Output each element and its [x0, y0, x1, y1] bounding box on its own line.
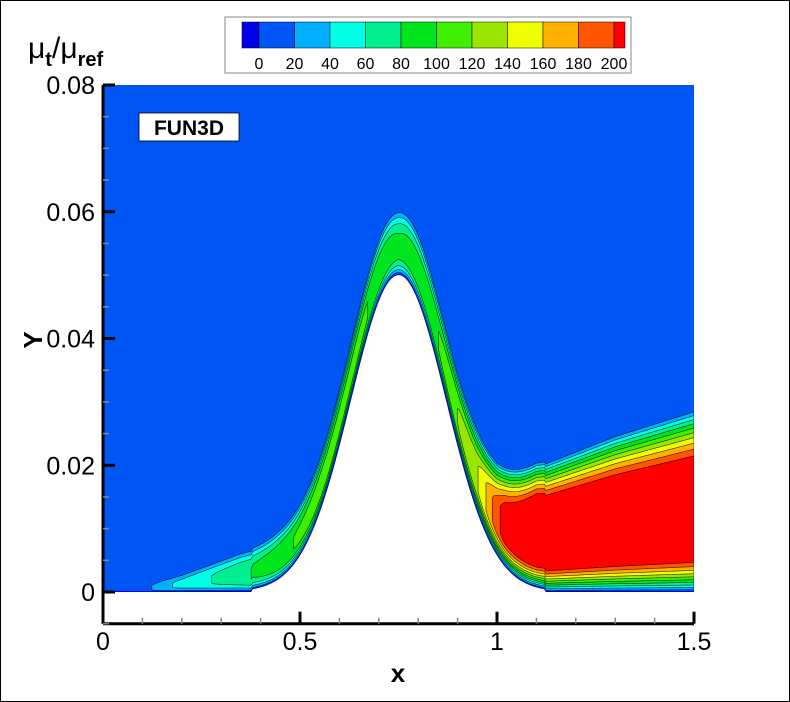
legend-swatch: [294, 21, 331, 49]
y-tick-label: 0: [81, 579, 95, 607]
colorbar-legend: 0 20 40 60 80 100 120 140 160 180 200: [224, 16, 632, 74]
legend-swatch: [507, 21, 544, 49]
legend-swatch: [436, 21, 473, 49]
legend-label: 0: [255, 56, 264, 73]
legend-label: 80: [392, 56, 410, 73]
y-tick-label: 0.04: [46, 326, 95, 354]
legend-label: 40: [321, 56, 339, 73]
contour-band-200: [499, 455, 694, 572]
legend-swatch: [241, 21, 260, 49]
legend-label: 60: [357, 56, 375, 73]
bump-geometry: [103, 275, 694, 624]
y-tick-label: 0.02: [46, 452, 95, 480]
legend-label: 120: [459, 56, 486, 73]
legend-swatch: [329, 21, 366, 49]
x-tick-label: 0: [96, 628, 110, 656]
legend-label: 160: [530, 56, 557, 73]
legend-label: 140: [494, 56, 521, 73]
legend-swatch: [542, 21, 579, 49]
legend-swatch: [365, 21, 402, 49]
legend-swatch: [471, 21, 508, 49]
legend-label: 180: [565, 56, 592, 73]
legend-label: 200: [601, 56, 628, 73]
x-axis-label: x: [391, 658, 406, 688]
legend-swatch: [578, 21, 615, 49]
axes: 0 0.5 1 1.5 0 0.02 0.04 0.06 0.08: [46, 72, 711, 656]
annotation-fun3d: FUN3D: [154, 117, 224, 140]
legend-title: μt/μref: [28, 32, 104, 71]
x-tick-label: 1: [490, 628, 504, 656]
contour-field: [103, 85, 694, 624]
x-tick-label: 0.5: [283, 628, 318, 656]
legend-swatch: [613, 21, 626, 49]
legend-label: 20: [286, 56, 304, 73]
annotation-box: [138, 112, 240, 142]
legend-swatch: [400, 21, 437, 49]
y-axis-label: Y: [18, 331, 48, 348]
contour-band-100: [293, 301, 369, 550]
x-tick-label: 1.5: [677, 628, 712, 656]
legend-swatch: [258, 21, 295, 49]
y-tick-label: 0.08: [46, 72, 95, 100]
legend-label: 100: [423, 56, 450, 73]
y-tick-label: 0.06: [46, 199, 95, 227]
